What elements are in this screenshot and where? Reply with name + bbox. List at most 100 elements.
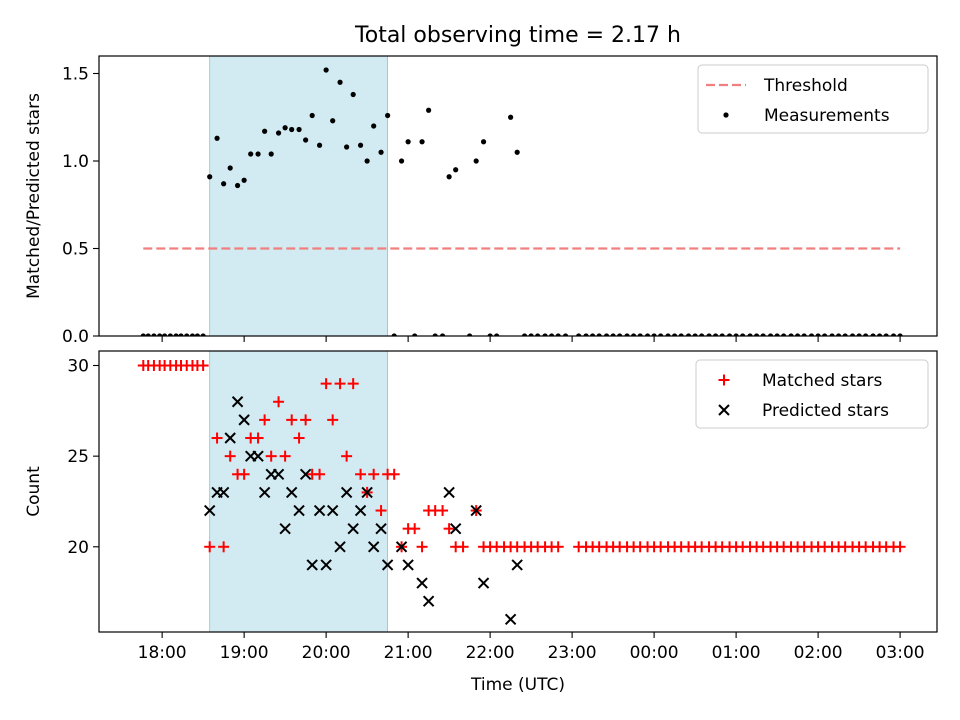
measurement-point (856, 333, 862, 336)
bottom-x-tick-label: 19:00 (220, 643, 269, 663)
matched-star-marker (437, 505, 449, 517)
measurement-point (774, 333, 780, 336)
predicted-star-marker (272, 468, 285, 480)
matched-star-marker (552, 541, 564, 553)
top-legend-label: Threshold (763, 76, 848, 96)
measurement-point (227, 165, 233, 171)
predicted-star-marker (347, 522, 359, 535)
legend-matched-swatch (718, 374, 730, 386)
predicted-star-marker (367, 541, 380, 553)
measurement-point (207, 174, 213, 180)
measurement-point (262, 128, 268, 134)
measurement-point (760, 333, 766, 336)
predicted-star-marker (306, 559, 318, 571)
measurement-point (747, 333, 753, 336)
predicted-star-marker (313, 504, 326, 517)
measurement-point (405, 139, 411, 145)
bottom-x-tick-label: 00:00 (630, 643, 679, 663)
measurement-point (371, 123, 377, 129)
predicted-star-marker (402, 559, 414, 571)
measurement-point (514, 149, 520, 155)
predicted-star-marker (320, 559, 332, 571)
measurement-point (480, 139, 487, 145)
measurement-point (706, 333, 712, 336)
matched-star-marker (416, 541, 428, 553)
measurement-point (453, 167, 459, 173)
bottom-x-tick-label: 23:00 (548, 643, 597, 663)
measurement-point (391, 333, 397, 336)
measurement-point (432, 333, 438, 336)
predicted-star-marker (203, 504, 216, 517)
measurement-point (637, 333, 643, 336)
top-y-axis-label: Matched/Predicted stars (24, 93, 44, 299)
bottom-x-axis-label: Time (UTC) (470, 675, 565, 695)
measurement-point (528, 333, 534, 336)
measurement-point (282, 125, 288, 131)
measurement-point (801, 333, 807, 336)
measurement-point (200, 333, 206, 336)
measurement-point (849, 333, 856, 336)
measurement-point (842, 333, 848, 336)
matched-star-marker (894, 541, 906, 553)
predicted-star-marker (217, 486, 230, 499)
predicted-star-marker (334, 541, 346, 553)
top-y-tick-label: 1.0 (62, 152, 89, 172)
measurement-point (378, 149, 384, 155)
predicted-star-marker (285, 486, 298, 499)
top-y-tick-label: 0.0 (62, 327, 89, 347)
measurement-point (665, 333, 671, 336)
measurement-point (173, 333, 179, 336)
measurement-point (487, 333, 493, 336)
bottom-panel: 20 25 30 18:00 19:00 20:00 21:00 22:00 23:00 00:0… (24, 350, 938, 695)
matched-star-marker (259, 414, 271, 426)
predicted-star-marker (395, 541, 408, 553)
measurement-point (344, 144, 350, 150)
matched-star-marker (265, 450, 277, 462)
predicted-star-marker (504, 613, 517, 626)
measurement-point (576, 333, 582, 336)
measurement-point (815, 333, 821, 336)
predicted-star-marker (258, 486, 271, 499)
top-panel: 0.0 0.5 1.0 1.5 Matched/Predicted stars Thr… (24, 55, 938, 347)
measurement-point (161, 333, 168, 336)
measurement-point (883, 333, 889, 336)
measurement-point (521, 333, 528, 336)
top-legend-label: Measurements (764, 106, 890, 126)
measurement-point (157, 333, 163, 336)
predicted-star-marker (375, 522, 387, 535)
predicted-star-marker (449, 522, 462, 535)
bottom-y-tick-label: 20 (67, 538, 89, 558)
measurement-point (145, 333, 151, 336)
measurement-point (644, 333, 651, 336)
measurement-point (494, 333, 500, 336)
matched-star-marker (300, 414, 312, 426)
matched-star-marker (347, 378, 359, 390)
measurement-point (184, 333, 190, 336)
matched-star-marker (457, 541, 469, 553)
measurement-point (151, 333, 157, 336)
matched-star-marker (279, 450, 291, 462)
measurement-point (296, 126, 302, 133)
measurement-point (364, 158, 370, 164)
bottom-legend-label: Matched stars (762, 371, 882, 391)
measurement-point (870, 333, 876, 336)
top-y-tick-label: 1.5 (62, 65, 89, 85)
measurement-point (733, 333, 739, 336)
measurement-point (583, 333, 589, 336)
bottom-y-tick-label: 25 (67, 447, 89, 467)
measurement-point (822, 333, 828, 336)
measurement-point (603, 333, 610, 336)
top-legend: Threshold Measurements (697, 64, 929, 134)
predicted-star-marker (361, 486, 373, 499)
measurement-point (699, 333, 705, 336)
bottom-x-tick-label: 01:00 (712, 643, 761, 663)
measurement-point (316, 142, 323, 148)
measurement-point (719, 333, 725, 336)
measurement-point (412, 333, 418, 336)
measurement-point (549, 333, 555, 336)
predicted-star-marker (381, 559, 394, 571)
matched-star-marker (238, 468, 250, 480)
measurement-point (836, 333, 842, 336)
matched-star-marker (273, 396, 285, 408)
matched-star-marker (293, 432, 305, 444)
